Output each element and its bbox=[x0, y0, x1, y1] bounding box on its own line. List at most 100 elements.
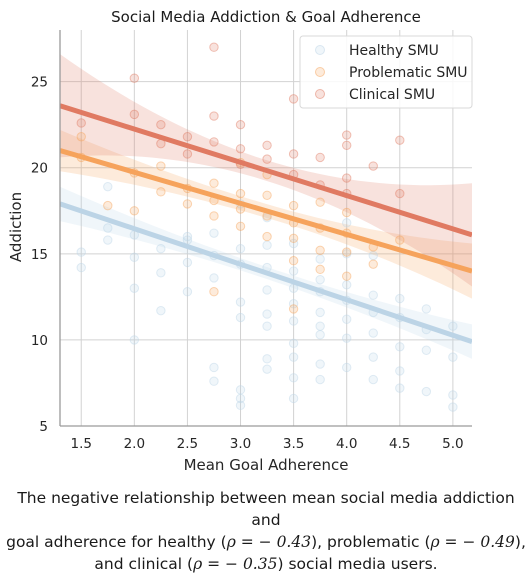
data-point bbox=[368, 328, 378, 338]
caption-line-1: The negative relationship between mean s… bbox=[17, 489, 515, 529]
trend-line bbox=[60, 201, 472, 345]
data-point bbox=[209, 273, 219, 283]
data-point bbox=[288, 266, 299, 276]
data-point bbox=[395, 383, 405, 393]
data-point bbox=[262, 285, 272, 295]
data-point bbox=[448, 390, 458, 400]
caption-text: and clinical ( bbox=[94, 555, 194, 573]
data-point bbox=[342, 280, 352, 290]
y-tick-label: 10 bbox=[31, 333, 48, 349]
data-point bbox=[421, 386, 432, 397]
data-point bbox=[288, 149, 299, 159]
legend-marker bbox=[315, 67, 325, 77]
rho-problematic: ρ = − 0.49 bbox=[430, 533, 515, 551]
data-point bbox=[76, 118, 86, 128]
data-point bbox=[315, 264, 325, 275]
rho-clinical: ρ = − 0.35 bbox=[193, 555, 278, 573]
data-point bbox=[262, 240, 272, 250]
data-point bbox=[156, 243, 166, 254]
y-tick-label: 15 bbox=[31, 247, 48, 263]
data-point bbox=[342, 173, 352, 183]
data-point bbox=[315, 359, 325, 369]
data-point bbox=[315, 330, 325, 340]
data-point bbox=[262, 321, 272, 331]
caption-text: ) social media users. bbox=[277, 555, 438, 573]
data-point bbox=[315, 152, 325, 163]
data-point bbox=[235, 144, 246, 154]
data-point bbox=[235, 400, 246, 411]
data-point bbox=[342, 207, 352, 218]
data-point bbox=[368, 374, 378, 385]
data-point bbox=[209, 362, 219, 373]
data-point bbox=[395, 342, 405, 352]
data-point bbox=[448, 352, 458, 362]
data-point bbox=[182, 287, 193, 297]
data-point bbox=[156, 268, 166, 278]
data-point bbox=[235, 188, 246, 199]
data-point bbox=[342, 314, 352, 324]
x-tick-label: 5.0 bbox=[442, 436, 463, 452]
confidence-band bbox=[60, 129, 472, 299]
data-point bbox=[342, 247, 352, 257]
data-point bbox=[315, 245, 325, 256]
trend-line bbox=[60, 103, 472, 238]
data-point bbox=[235, 243, 246, 254]
data-point bbox=[209, 376, 219, 386]
x-tick-label: 4.5 bbox=[389, 436, 410, 452]
data-point bbox=[342, 218, 352, 228]
data-point bbox=[209, 178, 219, 188]
data-point bbox=[288, 94, 299, 104]
data-point bbox=[182, 231, 193, 242]
data-point bbox=[288, 200, 299, 211]
data-point bbox=[156, 119, 166, 130]
data-point bbox=[448, 402, 458, 412]
data-point bbox=[209, 111, 219, 121]
data-point bbox=[342, 140, 352, 151]
data-point bbox=[156, 305, 166, 316]
data-point bbox=[262, 231, 272, 242]
data-point bbox=[395, 135, 405, 145]
data-point bbox=[209, 42, 219, 52]
data-point bbox=[262, 154, 272, 164]
y-tick-label: 5 bbox=[39, 419, 48, 435]
data-point bbox=[262, 190, 272, 200]
data-point bbox=[395, 366, 405, 376]
caption-text: goal adherence for healthy ( bbox=[6, 533, 227, 551]
chart-title: Social Media Addiction & Goal Adherence bbox=[111, 8, 421, 26]
data-point bbox=[76, 132, 86, 142]
data-point bbox=[182, 132, 193, 142]
data-point bbox=[288, 393, 299, 404]
data-point bbox=[209, 211, 219, 221]
data-point bbox=[103, 200, 113, 211]
data-point bbox=[288, 238, 299, 249]
data-point bbox=[182, 149, 193, 159]
data-point bbox=[235, 297, 246, 307]
data-point bbox=[288, 299, 299, 309]
x-tick-label: 4.0 bbox=[336, 436, 357, 452]
data-point bbox=[342, 271, 352, 281]
data-point bbox=[235, 119, 246, 130]
data-point bbox=[209, 228, 219, 238]
data-point bbox=[395, 188, 405, 199]
data-point bbox=[368, 250, 378, 261]
tick-labels: 1.5 2.0 2.5 3.0 3.5 4.0 4.5 5.0 5 10 15 20 25 bbox=[31, 75, 464, 452]
data-point bbox=[235, 221, 246, 231]
y-axis-label: Addiction bbox=[7, 192, 25, 262]
chart: Social Media Addiction & Goal Adherence … bbox=[7, 8, 473, 474]
data-point bbox=[182, 199, 193, 209]
data-point bbox=[342, 130, 352, 140]
x-tick-label: 2.5 bbox=[177, 436, 198, 452]
data-point bbox=[421, 304, 432, 314]
data-point bbox=[342, 362, 352, 373]
data-point bbox=[342, 333, 352, 343]
x-tick-label: 2.0 bbox=[124, 436, 145, 452]
x-tick-label: 3.0 bbox=[230, 436, 251, 452]
data-point bbox=[129, 335, 140, 345]
data-point bbox=[315, 374, 325, 385]
rho-healthy: ρ = − 0.43 bbox=[226, 533, 312, 551]
data-point bbox=[315, 321, 325, 331]
data-point bbox=[235, 385, 246, 395]
data-point bbox=[315, 274, 325, 285]
data-point bbox=[288, 352, 299, 362]
data-point bbox=[368, 352, 378, 362]
